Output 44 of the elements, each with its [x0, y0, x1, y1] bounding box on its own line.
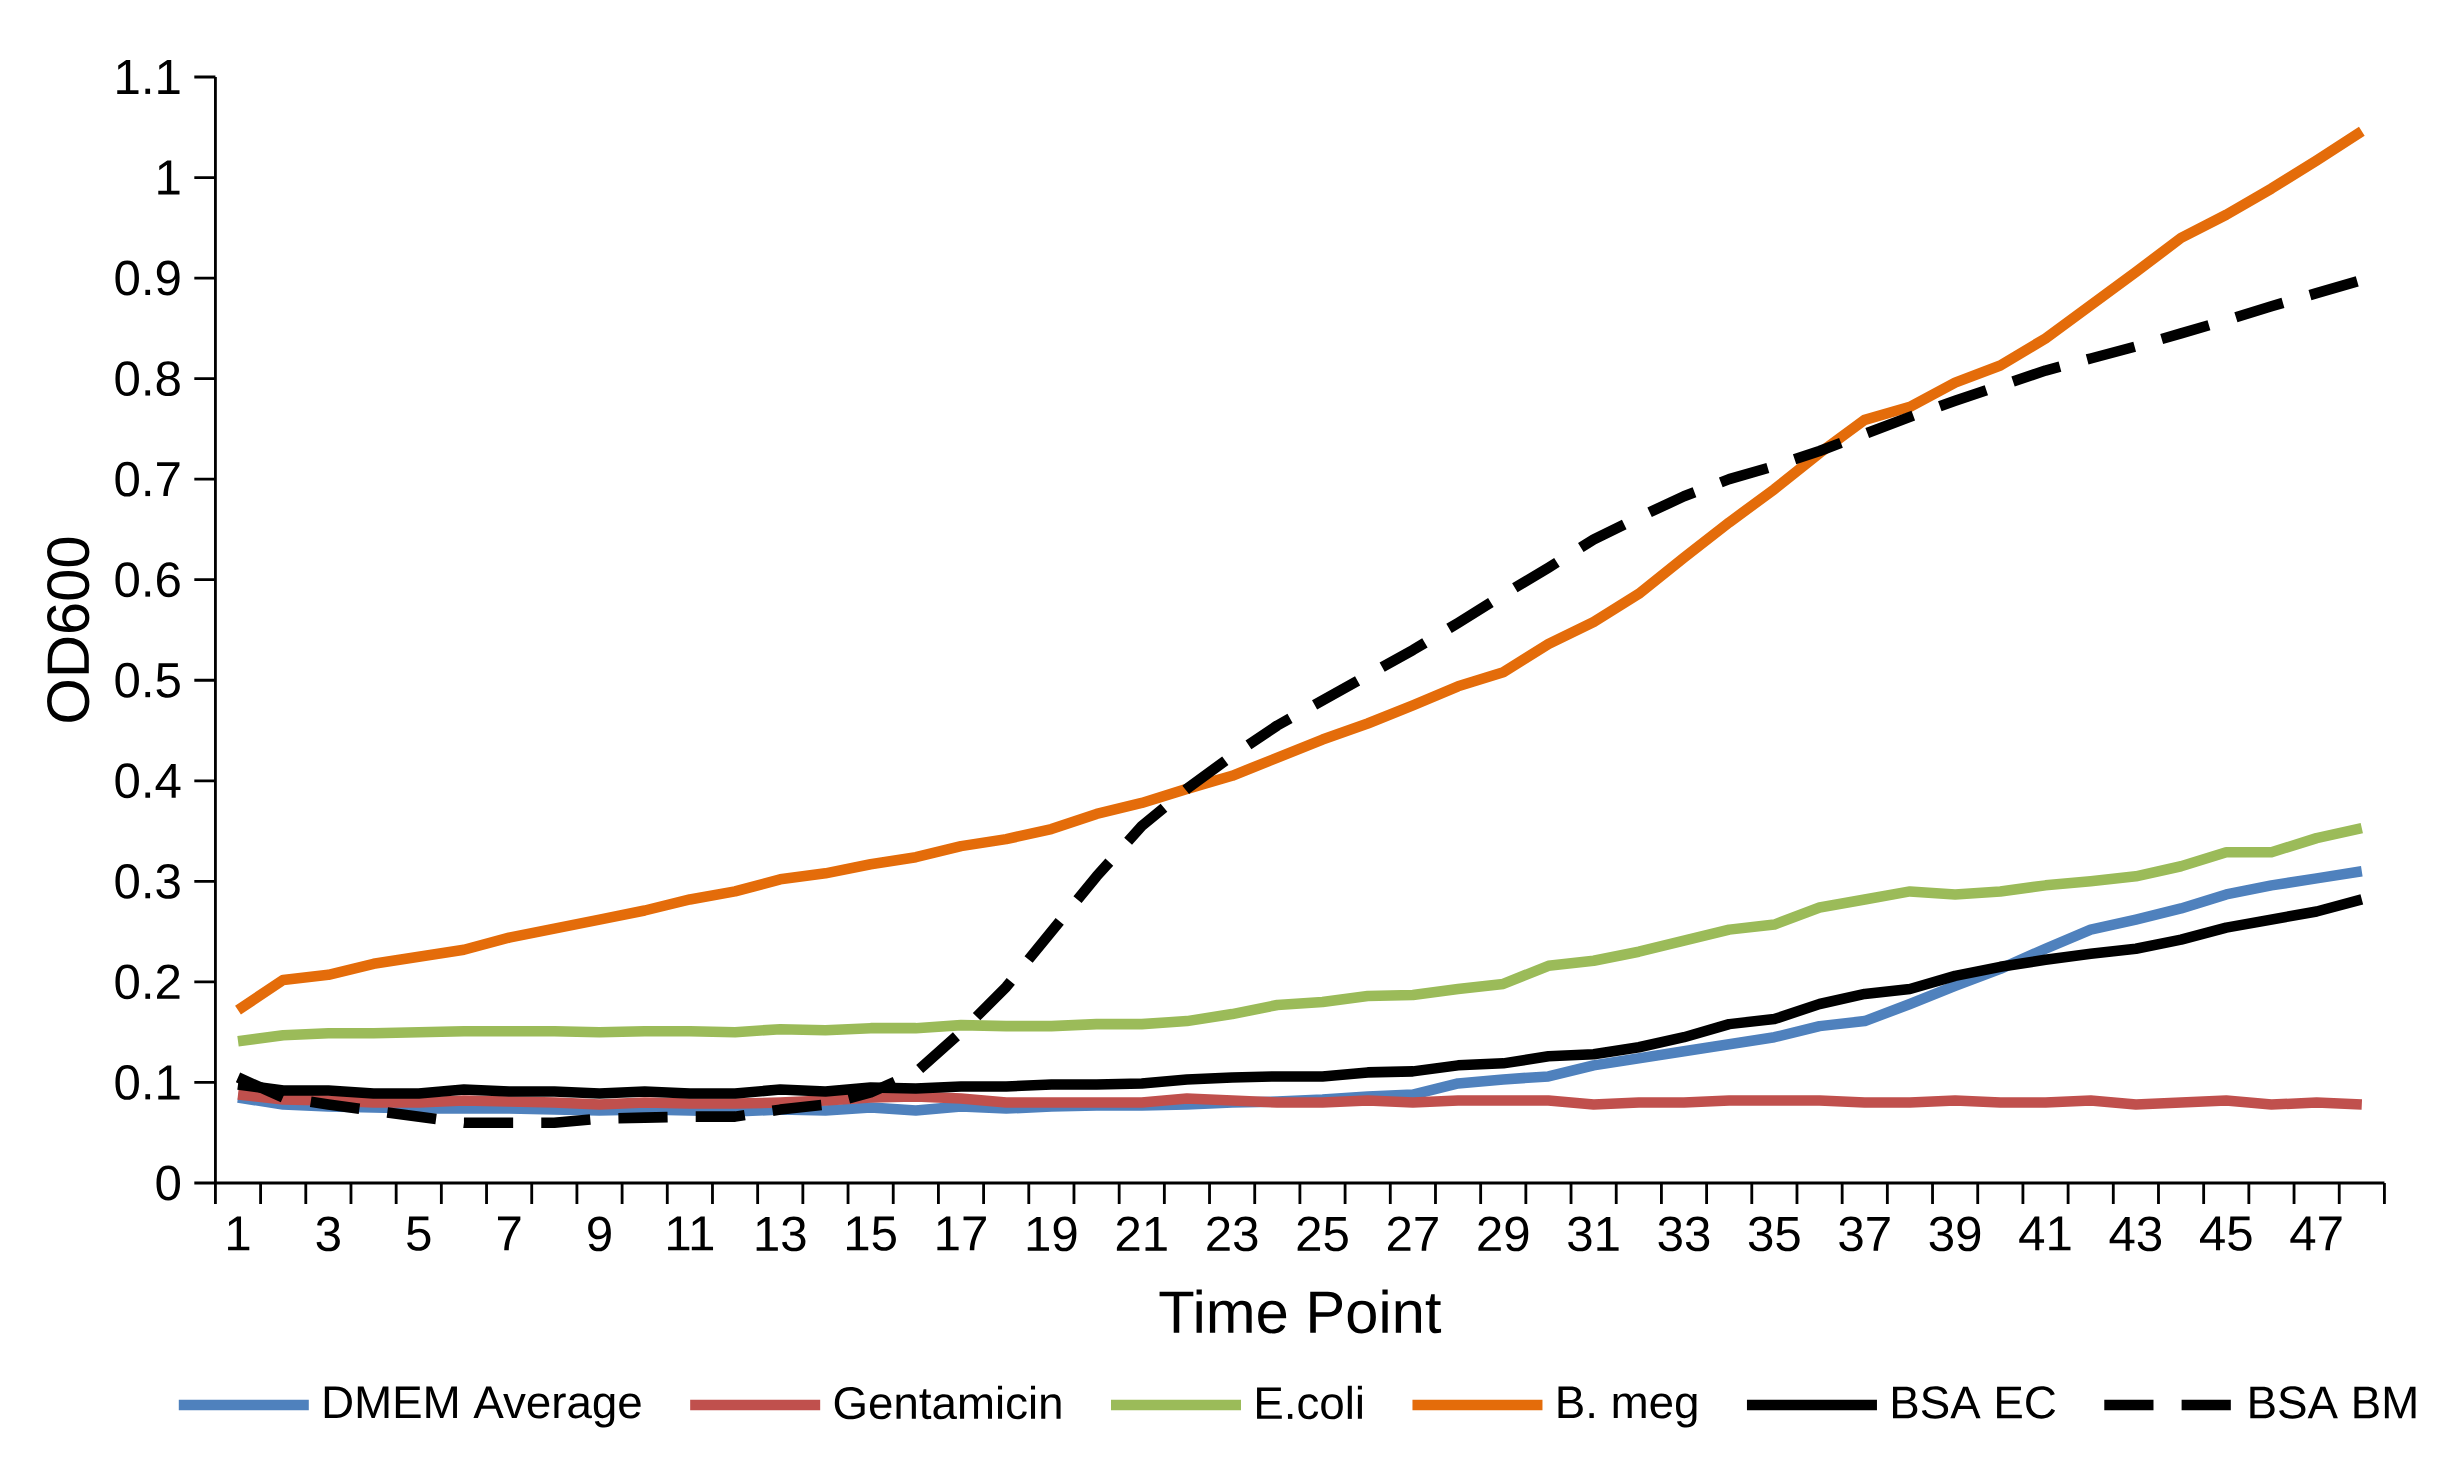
y-tick-label: 0.3 [115, 863, 180, 899]
legend-label: B. meg [1558, 1386, 1697, 1428]
x-tick-label: 23 [1207, 1216, 1258, 1252]
y-tick-label: 1.1 [117, 60, 180, 94]
x-axis-title: Time Point [1159, 1289, 1442, 1334]
x-tick-label: 15 [847, 1216, 896, 1251]
y-axis-title: OD600 [47, 537, 90, 722]
y-tick-label: 0.9 [115, 260, 180, 296]
x-tick-label: 29 [1478, 1216, 1529, 1252]
x-tick-label: 33 [1658, 1216, 1710, 1252]
legend-label: E.coli [1257, 1385, 1362, 1420]
x-tick-label: 11 [668, 1216, 714, 1251]
y-tick-label: 1 [158, 160, 180, 195]
legend-label: DMEM Average [324, 1386, 641, 1428]
x-tick-label: 21 [1116, 1216, 1167, 1251]
x-tick-label: 31 [1568, 1216, 1619, 1252]
x-tick-label: 25 [1297, 1216, 1348, 1252]
y-tick-label: 0 [156, 1165, 181, 1201]
y-tick-label: 0.8 [115, 361, 180, 397]
x-tick-label: 3 [316, 1216, 340, 1252]
legend-label: BSA BM [2250, 1386, 2416, 1419]
y-tick-label: 0.1 [115, 1064, 180, 1100]
x-tick-label: 35 [1748, 1216, 1800, 1252]
y-tick-label: 0.7 [115, 461, 180, 497]
x-tick-label: 43 [2109, 1216, 2162, 1252]
x-tick-label: 39 [1929, 1216, 1981, 1252]
x-tick-label: 27 [1388, 1216, 1438, 1251]
x-tick-label: 45 [2200, 1216, 2252, 1251]
x-tick-label: 47 [2290, 1216, 2342, 1251]
y-tick-label: 0.6 [115, 562, 180, 598]
y-tick-label: 0.4 [115, 763, 181, 799]
x-tick-label: 37 [1839, 1216, 1890, 1252]
x-tick-label: 1 [228, 1216, 250, 1251]
x-tick-label: 17 [937, 1216, 986, 1251]
y-tick-label: 0.5 [115, 662, 180, 698]
x-tick-label: 5 [407, 1216, 431, 1251]
y-tick-label: 0.2 [115, 964, 180, 1000]
x-tick-label: 13 [756, 1216, 806, 1252]
x-tick-label: 9 [588, 1216, 611, 1252]
legend-label: Gentamicin [834, 1385, 1061, 1420]
x-tick-label: 19 [1027, 1216, 1077, 1252]
legend-label: BSA EC [1893, 1386, 2056, 1419]
x-tick-label: 41 [2019, 1216, 2071, 1251]
x-tick-label: 7 [497, 1216, 521, 1251]
